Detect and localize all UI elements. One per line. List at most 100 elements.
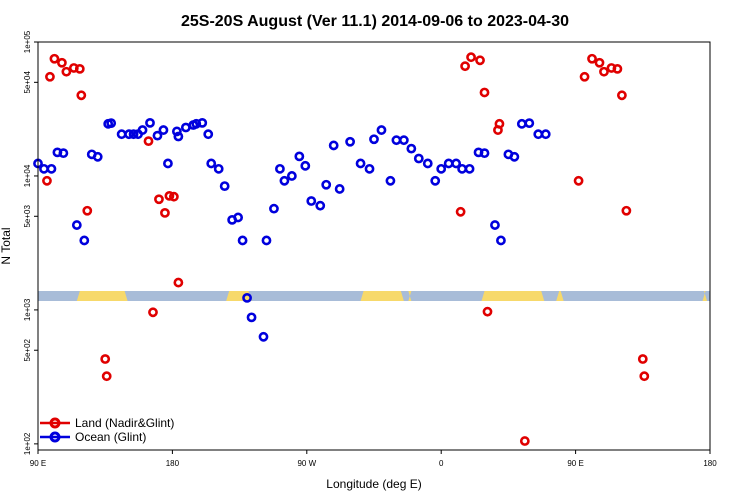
land-band-7: [702, 291, 708, 301]
x-tick-label-1: 180: [166, 459, 180, 468]
land-band-5: [481, 291, 545, 301]
land-point-10: [101, 371, 112, 382]
land-point-4: [61, 66, 72, 77]
ocean-point-13: [128, 129, 139, 140]
ocean-point-39: [279, 175, 290, 186]
ocean-point-62: [451, 158, 462, 169]
ocean-point-19: [163, 158, 173, 169]
ocean-point-28: [213, 163, 224, 174]
ocean-point-59: [430, 175, 441, 186]
land-point-23: [482, 306, 493, 317]
ocean-point-48: [345, 136, 356, 147]
ocean-point-70: [509, 151, 520, 162]
land-band-6: [556, 291, 564, 301]
ocean-point-60: [436, 163, 447, 174]
ocean-point-34: [246, 312, 257, 323]
ocean-point-21: [173, 131, 184, 142]
land-point-13: [154, 194, 164, 205]
ocean-point-68: [496, 235, 506, 246]
land-point-34: [616, 90, 627, 101]
ocean-point-67: [490, 220, 500, 230]
land-point-8: [82, 205, 93, 216]
y-tick-label-6: 1e+05: [23, 30, 32, 53]
land-point-31: [599, 66, 609, 77]
ocean-point-15: [137, 125, 148, 135]
land-point-15: [164, 190, 175, 201]
ocean-point-20: [171, 126, 182, 137]
land-point-29: [587, 53, 597, 64]
y-tick-label-2: 1e+03: [23, 298, 32, 321]
ocean-point-32: [237, 235, 248, 246]
x-tick-label-5: 180: [703, 459, 717, 468]
x-tick-label-2: 90 W: [297, 459, 316, 468]
x-tick-label-3: 0: [439, 459, 444, 468]
legend-marker-land: [49, 417, 61, 429]
legend-label-ocean: Ocean (Glint): [75, 430, 146, 444]
plot-frame: [37, 41, 711, 451]
land-point-16: [168, 191, 179, 202]
land-point-27: [573, 175, 584, 186]
land-point-12: [148, 307, 158, 318]
ocean-point-26: [203, 129, 214, 140]
land-ocean-strip: [38, 291, 710, 301]
ocean-point-71: [516, 118, 527, 129]
ocean-point-35: [258, 331, 269, 342]
ocean-point-63: [457, 163, 468, 174]
ocean-point-46: [328, 140, 339, 151]
x-axis-label: Longitude (deg E): [326, 477, 421, 491]
ocean-point-25: [197, 117, 208, 128]
ocean-point-8: [92, 151, 103, 162]
ocean-point-50: [364, 163, 375, 174]
land-point-14: [160, 207, 170, 218]
ocean-point-37: [269, 203, 279, 214]
ocean-point-66: [479, 148, 490, 159]
ocean-point-53: [385, 175, 396, 186]
ocean-point-36: [261, 235, 272, 246]
y-axis: 1e+02 5e+02 1e+03 5e+03 1e+04 5e+04 1e+05: [23, 30, 38, 455]
land-point-11: [143, 136, 154, 147]
ocean-point-17: [152, 130, 163, 141]
ocean-point-4: [58, 148, 69, 159]
ocean-point-49: [355, 158, 366, 169]
legend-label-land: Land (Nadir&Glint): [75, 416, 174, 430]
ocean-point-6: [79, 235, 90, 246]
ocean-point-57: [413, 153, 424, 164]
ocean-point-55: [398, 135, 409, 146]
y-tick-label-1: 5e+02: [23, 338, 32, 361]
ocean-point-44: [315, 200, 326, 211]
land-point-26: [519, 436, 530, 446]
ocean-point-16: [145, 117, 155, 128]
ocean-point-56: [406, 143, 417, 154]
ocean-point-5: [71, 220, 82, 230]
ocean-point-52: [376, 125, 387, 135]
land-point-20: [466, 52, 476, 63]
land-point-22: [479, 87, 490, 98]
ocean-point-45: [321, 179, 332, 190]
ocean-point-1: [39, 163, 49, 174]
land-point-36: [637, 354, 648, 364]
land-point-35: [621, 205, 632, 216]
ocean-point-61: [443, 158, 454, 169]
land-point-0: [42, 175, 52, 186]
ocean-point-54: [391, 135, 402, 146]
y-tick-label-0: 1e+02: [23, 432, 32, 455]
land-point-9: [100, 354, 111, 364]
ocean-point-40: [286, 171, 297, 181]
ocean-point-72: [524, 118, 535, 129]
land-point-1: [45, 71, 55, 82]
x-tick-label-4: 90 E: [567, 459, 583, 468]
ocean-point-27: [206, 158, 217, 169]
ocean-point-33: [242, 292, 252, 303]
ocean-point-64: [464, 163, 475, 174]
land-point-28: [579, 71, 590, 82]
ocean-point-51: [369, 134, 379, 145]
x-tick-label-0: 90 E: [30, 459, 46, 468]
y-axis-label: N Total: [0, 227, 13, 264]
land-point-30: [594, 57, 605, 68]
legend: Land (Nadir&Glint) Ocean (Glint): [40, 416, 174, 444]
y-tick-label-5: 5e+04: [23, 71, 32, 94]
ocean-point-74: [540, 129, 551, 140]
land-point-19: [460, 61, 470, 72]
ocean-point-42: [300, 160, 311, 171]
land-point-6: [74, 63, 85, 74]
